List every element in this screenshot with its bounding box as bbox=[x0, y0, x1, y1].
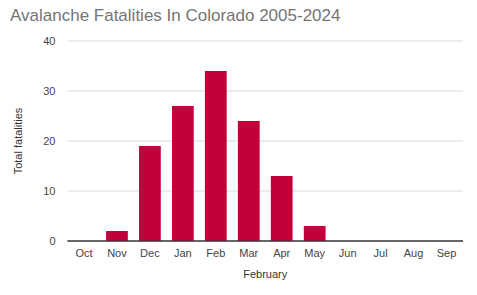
y-axis-title: Total fatalities bbox=[12, 107, 24, 174]
bar bbox=[271, 176, 293, 241]
grid-line bbox=[68, 241, 464, 242]
bars bbox=[106, 71, 326, 241]
x-tick-label: Jul bbox=[374, 247, 388, 259]
grid-line bbox=[68, 41, 464, 42]
x-tick-label: Sep bbox=[437, 247, 457, 259]
x-tick-label: Apr bbox=[273, 247, 290, 259]
x-tick-label: Dec bbox=[140, 247, 160, 259]
y-tick-label: 0 bbox=[49, 235, 55, 247]
bar bbox=[205, 71, 227, 241]
grid-line bbox=[68, 91, 464, 92]
x-tick-label: Mar bbox=[239, 247, 258, 259]
x-tick-label: Nov bbox=[107, 247, 127, 259]
y-tick-label: 20 bbox=[43, 135, 55, 147]
grid-line bbox=[68, 191, 464, 192]
x-tick-label: Jun bbox=[339, 247, 357, 259]
x-tick-label: May bbox=[304, 247, 325, 259]
bar bbox=[304, 226, 326, 241]
title: Avalanche Fatalities In Colorado 2005-20… bbox=[10, 6, 340, 25]
y-tick-label: 10 bbox=[43, 185, 55, 197]
bar bbox=[139, 146, 161, 241]
x-axis-line bbox=[68, 241, 464, 242]
grid-line bbox=[68, 141, 464, 142]
bar bbox=[172, 106, 194, 241]
bar bbox=[238, 121, 260, 241]
x-tick-label: Aug bbox=[404, 247, 424, 259]
x-tick-label: Jan bbox=[174, 247, 192, 259]
x-tick-label: Feb bbox=[206, 247, 225, 259]
y-tick-label: 40 bbox=[43, 35, 55, 47]
chart-container: Avalanche Fatalities In Colorado 2005-20… bbox=[0, 0, 477, 295]
y-tick-label: 30 bbox=[43, 85, 55, 97]
bar bbox=[106, 231, 128, 241]
x-axis-title: February bbox=[243, 268, 288, 280]
x-tick-label: Oct bbox=[75, 247, 92, 259]
chart-svg: Avalanche Fatalities In Colorado 2005-20… bbox=[0, 0, 477, 295]
